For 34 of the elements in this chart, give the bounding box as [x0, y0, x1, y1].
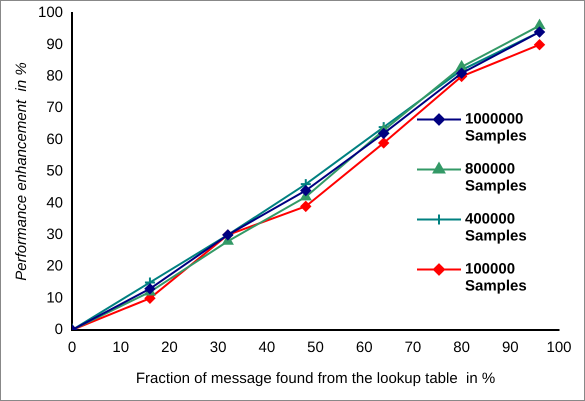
point: [300, 185, 312, 196]
x-axis-title: Fraction of message found from the lookup table in %: [136, 370, 496, 388]
x-tick-label: 60: [356, 339, 373, 356]
y-tick-label: 0: [54, 321, 64, 338]
y-tick-label: 90: [46, 36, 64, 53]
point: [534, 39, 546, 50]
point: [378, 128, 390, 139]
x-tick-label: 20: [161, 339, 178, 356]
x-tick-label: 90: [502, 339, 519, 356]
x-tick-label: 70: [404, 339, 422, 356]
legend-label: 400000 Samples: [465, 210, 527, 245]
y-tick-label: 100: [38, 4, 64, 22]
y-tick-label: 20: [46, 258, 64, 275]
x-tick-label: 50: [307, 339, 324, 356]
x-tick-label: 100: [546, 339, 572, 356]
y-axis-title: Performance enhancement in %: [13, 62, 30, 281]
x-tick-label: 30: [210, 339, 226, 356]
y-tick-label: 70: [46, 99, 64, 116]
y-tick-label: 80: [46, 68, 64, 85]
legend-label: 100000 Samples: [465, 260, 527, 295]
y-tick-label: 10: [46, 289, 64, 306]
legend-label: 1000000 Samples: [465, 110, 527, 145]
y-tick-label: 40: [46, 194, 64, 212]
x-tick-label: 40: [258, 339, 276, 356]
x-tick-label: 0: [68, 339, 76, 356]
point: [378, 137, 390, 148]
x-tick-label: 10: [112, 339, 130, 356]
y-tick-label: 60: [46, 130, 64, 148]
legend-label: 800000 Samples: [465, 160, 527, 195]
point: [456, 68, 468, 79]
x-tick-label: 80: [453, 339, 470, 356]
y-tick-label: 30: [46, 226, 64, 244]
point: [300, 200, 312, 212]
y-tick-label: 50: [46, 162, 64, 180]
